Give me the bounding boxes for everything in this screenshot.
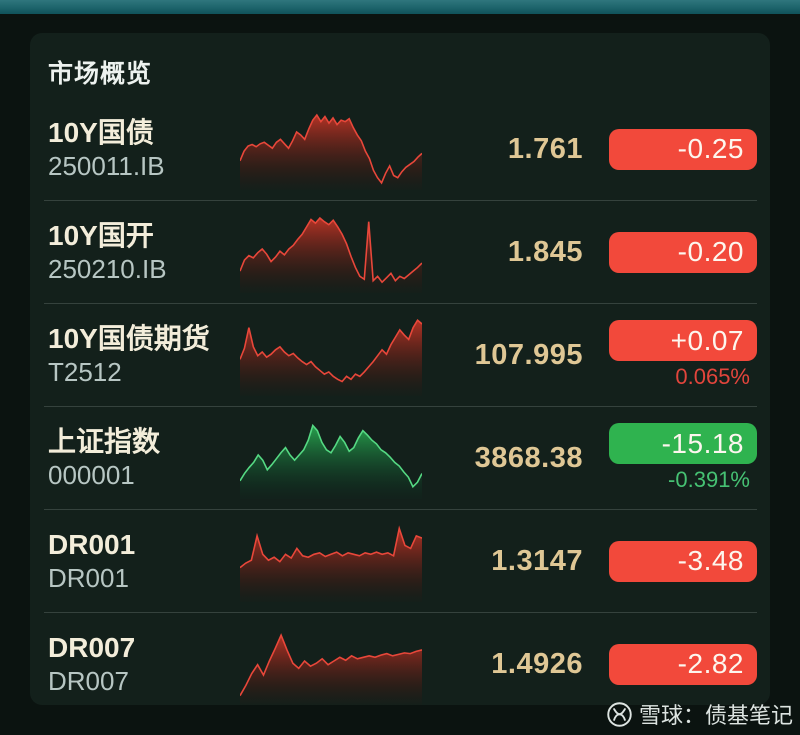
instrument-row-dr007[interactable]: DR007 DR007 1.4926 -2.82 [30, 613, 770, 715]
instrument-name: 上证指数 [48, 426, 161, 457]
last-price: 107.995 [474, 338, 583, 371]
instrument-info: 10Y国开 250210.IB [48, 218, 240, 286]
change-column: -0.25 [609, 128, 757, 170]
instrument-code: 250011.IB [48, 151, 165, 181]
sparkline-chart [240, 520, 422, 602]
change-percent: 0.065% [675, 364, 750, 389]
change-column: -3.48 [609, 540, 757, 582]
change-column: -15.18 -0.391% [609, 423, 757, 493]
last-price: 1.761 [507, 132, 583, 165]
change-badge: -0.25 [609, 128, 757, 170]
watermark-text: 雪球：债基笔记 [638, 703, 793, 728]
instrument-name: DR007 [48, 632, 136, 663]
instrument-info: DR001 DR001 [48, 527, 240, 595]
change-column: -0.20 [609, 231, 757, 273]
market-overview-card: 市场概览 10Y国债 250011.IB 1.761 -0.25 10Y国开 2… [30, 33, 770, 705]
sparkline-chart [240, 623, 422, 705]
instrument-row-treasury-futures[interactable]: 10Y国债期货 T2512 107.995 +0.07 0.065% [30, 304, 770, 406]
change-percent: -0.391% [668, 467, 750, 492]
instrument-name: 10Y国债期货 [48, 323, 210, 354]
watermark: 雪球：债基笔记 [606, 698, 793, 730]
instrument-code: 250210.IB [48, 254, 167, 284]
xueqiu-logo-icon [607, 701, 632, 727]
instrument-code: DR007 [48, 666, 129, 696]
status-bar [0, 0, 800, 14]
sparkline-chart [240, 314, 422, 396]
instrument-info: 上证指数 000001 [48, 424, 240, 492]
row-divider [44, 406, 757, 407]
change-badge: -0.20 [609, 231, 757, 273]
sparkline-chart [240, 417, 422, 499]
row-divider [44, 612, 757, 613]
change-badge: +0.07 [609, 320, 757, 361]
last-price: 3868.38 [474, 441, 583, 474]
instrument-row-shanghai-index[interactable]: 上证指数 000001 3868.38 -15.18 -0.391% [30, 407, 770, 509]
instrument-row-dr001[interactable]: DR001 DR001 1.3147 -3.48 [30, 510, 770, 612]
last-price: 1.3147 [491, 544, 583, 577]
instrument-name: DR001 [48, 529, 136, 560]
card-title: 市场概览 [48, 60, 153, 88]
change-column: -2.82 [609, 643, 757, 685]
row-divider [44, 200, 757, 201]
instrument-info: 10Y国债期货 T2512 [48, 321, 240, 389]
instrument-row-10y-guokai[interactable]: 10Y国开 250210.IB 1.845 -0.20 [30, 201, 770, 303]
instrument-info: 10Y国债 250011.IB [48, 115, 240, 183]
instrument-code: T2512 [48, 357, 122, 387]
change-badge: -2.82 [609, 643, 757, 685]
last-price: 1.845 [507, 235, 583, 268]
row-divider [44, 509, 757, 510]
instrument-code: DR001 [48, 563, 129, 593]
instrument-row-10y-guozhai[interactable]: 10Y国债 250011.IB 1.761 -0.25 [30, 98, 770, 200]
change-badge: -15.18 [609, 423, 757, 464]
instrument-code: 000001 [48, 460, 135, 490]
instrument-name: 10Y国债 [48, 117, 154, 148]
instrument-name: 10Y国开 [48, 220, 154, 251]
last-price: 1.4926 [491, 647, 583, 680]
row-divider [44, 303, 757, 304]
change-badge: -3.48 [609, 540, 757, 582]
sparkline-chart [240, 108, 422, 190]
sparkline-chart [240, 211, 422, 293]
instrument-info: DR007 DR007 [48, 630, 240, 698]
change-column: +0.07 0.065% [609, 320, 757, 390]
